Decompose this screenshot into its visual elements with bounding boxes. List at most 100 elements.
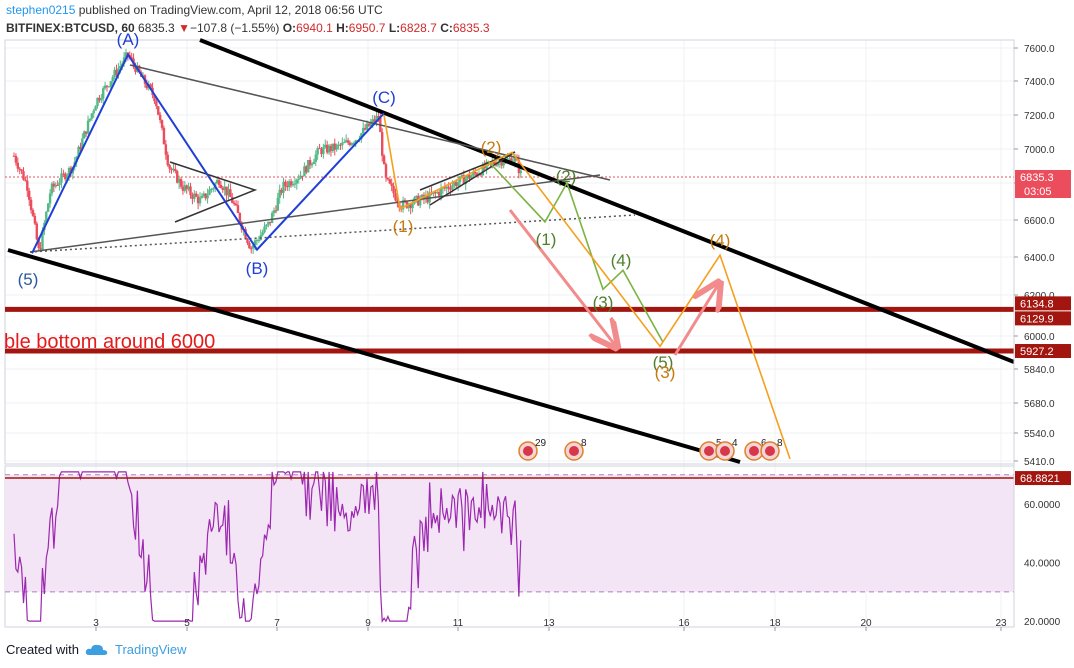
candle-body-148 — [293, 183, 297, 185]
candle-body-162 — [320, 148, 323, 155]
price-tag-text-1: 6134.8 — [1020, 298, 1054, 310]
candle-178 — [350, 142, 354, 146]
event-flag-3: 4 — [715, 438, 738, 461]
candle-body-75 — [155, 101, 158, 107]
candle-158 — [312, 158, 316, 165]
candle-body-143 — [284, 181, 287, 186]
candle-body-230 — [449, 188, 452, 190]
candle-body-1 — [14, 155, 18, 163]
candle-body-156 — [308, 159, 312, 166]
low-value: 6828.7 — [400, 21, 437, 35]
candle-body-171 — [337, 144, 340, 146]
candle-129 — [257, 235, 261, 243]
candle-184 — [362, 122, 365, 136]
candle-body-20 — [50, 183, 54, 194]
candle-body-184 — [362, 127, 365, 134]
candle-body-179 — [352, 143, 355, 145]
candle-body-99 — [200, 196, 204, 199]
dotted-trend-line — [29, 214, 636, 253]
candle-136 — [270, 210, 274, 224]
rsi-last-tag: 68.8821 — [1015, 471, 1071, 486]
candle-87 — [177, 175, 181, 189]
wave-label-11: (3) — [655, 363, 676, 382]
triangle-lower-line — [29, 174, 601, 253]
candle-body-261 — [508, 158, 511, 160]
event-count-5: 8 — [777, 438, 783, 449]
candle-body-9 — [29, 199, 33, 211]
candle-9 — [29, 197, 33, 214]
candle-body-177 — [348, 142, 352, 146]
time-axis[interactable]: 3 5 7 9 11 13 16 18 20 23 — [93, 618, 1007, 631]
candle-body-72 — [149, 84, 152, 88]
candle-body-0 — [12, 155, 16, 157]
candle-156 — [308, 156, 312, 170]
time-tick-0: 3 — [93, 618, 99, 629]
candle-body-190 — [373, 119, 376, 122]
candle-197 — [386, 177, 390, 181]
candle-108 — [217, 177, 221, 188]
candle-174 — [343, 138, 346, 144]
candle-body-105 — [212, 188, 215, 190]
candle-body-175 — [344, 140, 348, 143]
candle-body-173 — [341, 142, 344, 146]
candle-body-56 — [119, 66, 122, 69]
candle-171 — [337, 141, 340, 150]
candle-body-2 — [16, 162, 20, 169]
candle-body-158 — [312, 161, 316, 165]
candle-body-208 — [407, 204, 410, 208]
candle-body-166 — [327, 145, 331, 153]
candle-112 — [225, 186, 228, 201]
candle-body-95 — [193, 193, 196, 199]
price-axis[interactable]: 7600.07400.07200.07000.06800.06600.06400… — [1013, 40, 1071, 628]
candle-body-159 — [314, 154, 317, 162]
candle-body-142 — [282, 181, 285, 193]
candle-body-232 — [453, 182, 456, 186]
candle-body-62 — [130, 57, 133, 59]
candle-body-199 — [390, 183, 393, 186]
price-tag-box-2 — [1015, 311, 1071, 326]
low-label: L: — [388, 21, 401, 35]
candle-20 — [50, 181, 54, 197]
candle-body-115 — [231, 197, 234, 203]
candle-body-28 — [65, 175, 69, 180]
candle-7 — [26, 175, 29, 198]
candle-body-35 — [79, 146, 82, 150]
candle-26 — [62, 169, 65, 178]
candle-body-82 — [168, 165, 171, 169]
price-tick-2: 7200.0 — [1024, 111, 1055, 122]
candle-body-196 — [384, 164, 388, 178]
candle-145 — [288, 179, 291, 192]
price-tick-3: 7000.0 — [1024, 145, 1055, 156]
candle-169 — [333, 138, 336, 156]
candle-10 — [31, 208, 35, 217]
candle-11 — [33, 212, 37, 225]
candle-149 — [295, 178, 298, 190]
candle-body-172 — [339, 144, 342, 146]
candle-157 — [310, 162, 314, 169]
candle-body-13 — [37, 239, 40, 249]
author-link[interactable]: stephen0215 — [6, 3, 76, 17]
candle-body-26 — [62, 173, 65, 175]
symbol-label[interactable]: BITFINEX:BTCUSD, 60 — [6, 21, 135, 35]
event-flag-0: 29 — [518, 438, 547, 461]
candle-5 — [22, 167, 25, 181]
candle-body-107 — [215, 180, 219, 184]
tradingview-link[interactable]: TradingView — [114, 642, 187, 657]
close-value: 6835.3 — [452, 21, 490, 35]
candle-body-100 — [202, 193, 206, 197]
candle-195 — [382, 154, 386, 165]
candle-52 — [111, 75, 114, 85]
candle-201 — [394, 188, 397, 202]
price-tag-2: 6129.9 — [1015, 311, 1071, 326]
candle-body-150 — [297, 178, 300, 180]
candle-body-133 — [265, 224, 268, 227]
candle-body-37 — [83, 131, 86, 139]
candle-85 — [174, 164, 177, 174]
candle-22 — [54, 182, 57, 189]
candle-79 — [162, 125, 166, 145]
candle-body-8 — [27, 190, 31, 200]
candle-body-200 — [392, 185, 395, 194]
candle-body-214 — [418, 199, 422, 206]
candle-41 — [90, 112, 94, 121]
